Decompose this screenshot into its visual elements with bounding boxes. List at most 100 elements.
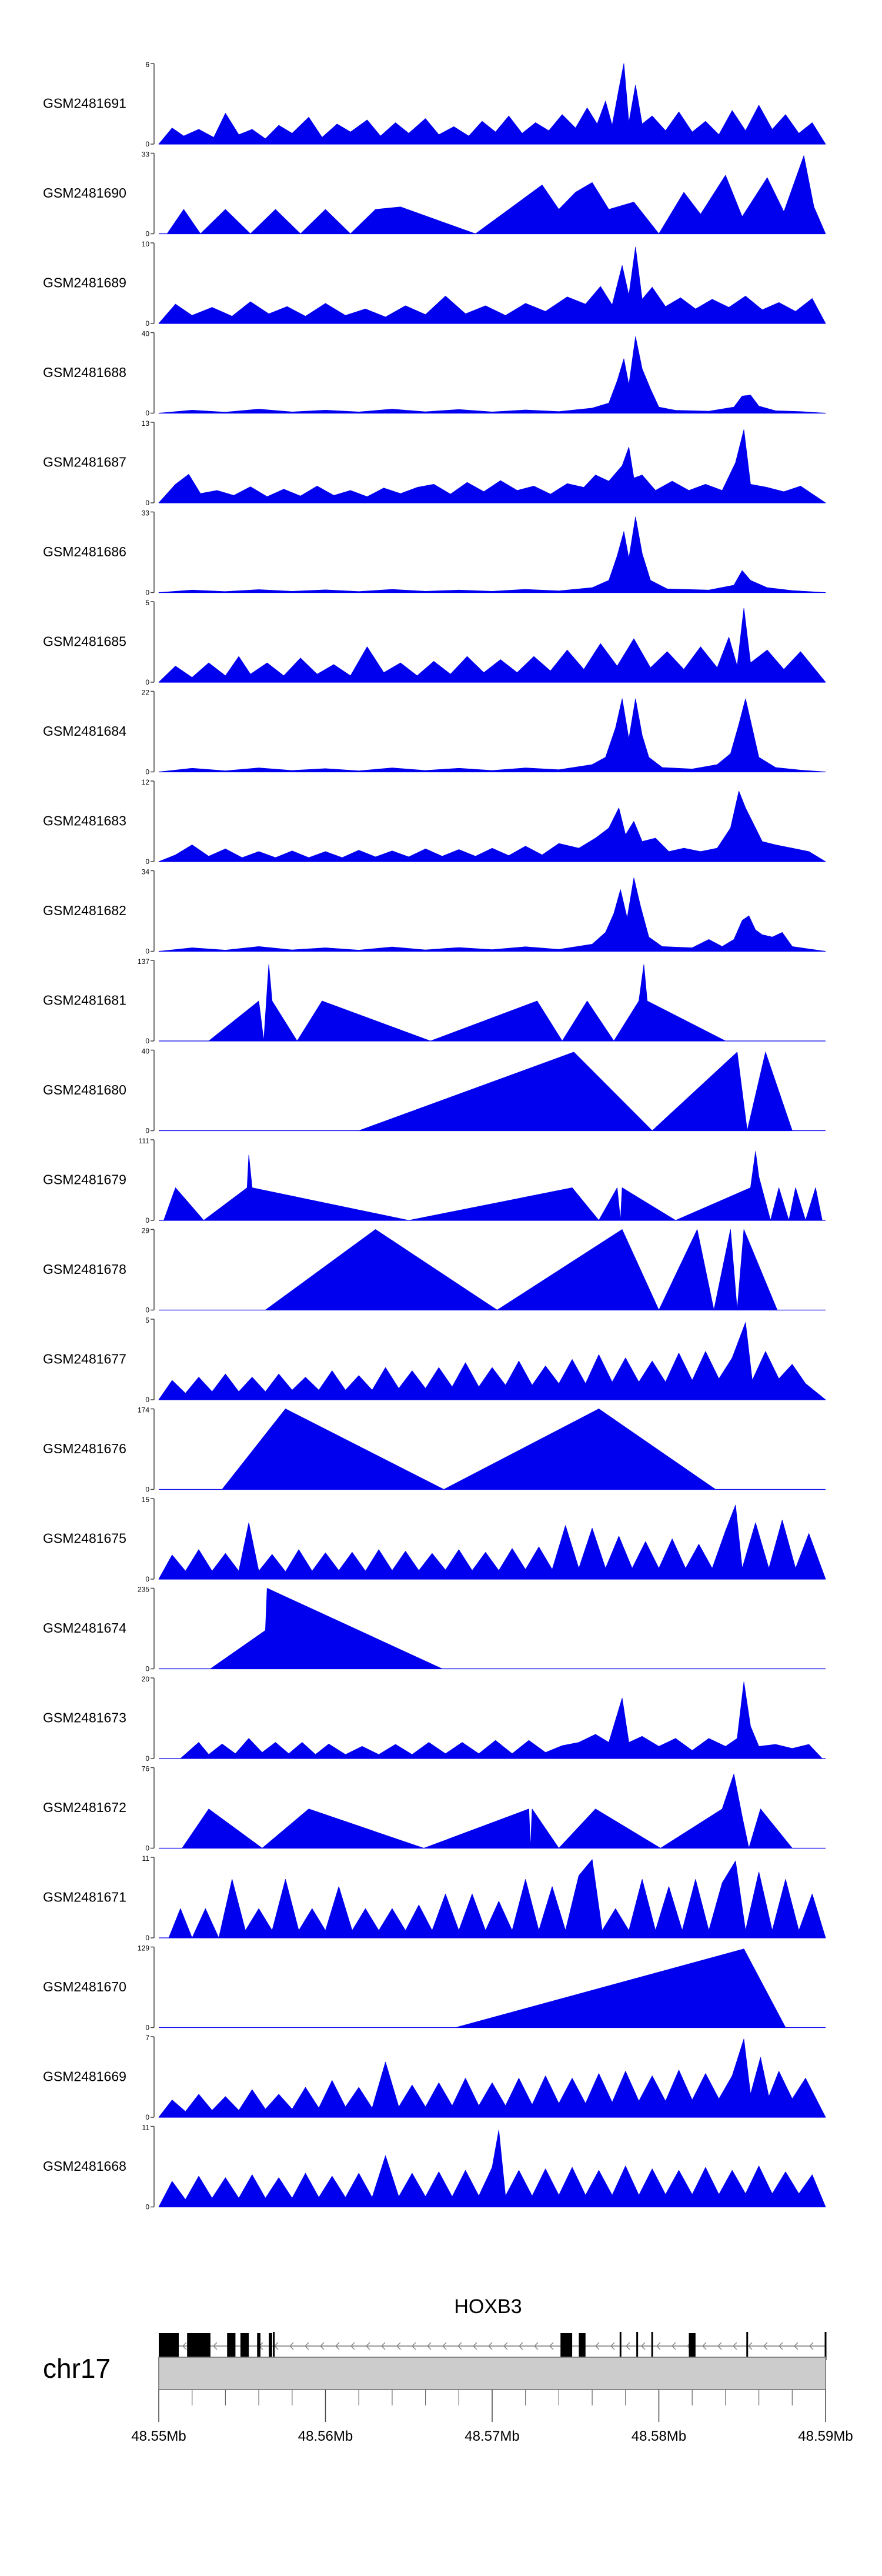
strand-arrow-icon xyxy=(625,2342,630,2350)
y-axis-min-label: 0 xyxy=(145,1037,149,1045)
track-GSM2481681: GSM2481681 137 0 xyxy=(43,957,826,1045)
y-axis-min-label: 0 xyxy=(145,1844,149,1853)
y-axis-max-label: 29 xyxy=(142,1227,150,1235)
gene-exon xyxy=(159,2333,179,2359)
chromosome-label: chr17 xyxy=(43,2353,111,2384)
coverage-area xyxy=(158,429,826,503)
track-GSM2481670: GSM2481670 129 0 xyxy=(43,1944,826,2032)
y-axis-min-label: 0 xyxy=(145,1216,149,1224)
track-label: GSM2481686 xyxy=(43,544,126,559)
strand-arrow-icon xyxy=(304,2342,309,2350)
track-GSM2481677: GSM2481677 5 0 xyxy=(43,1316,826,1404)
strand-arrow-icon xyxy=(549,2342,554,2350)
strand-arrow-icon xyxy=(732,2342,737,2350)
track-GSM2481678: GSM2481678 29 0 xyxy=(43,1227,826,1314)
gene-exon xyxy=(227,2333,236,2359)
track-label: GSM2481682 xyxy=(43,903,126,918)
gene-model-track: HOXB3 xyxy=(159,2295,827,2360)
genome-axis-track: chr17 48.55Mb 48.56Mb 48.57Mb 48.58Mb 48.59M… xyxy=(43,2353,853,2444)
gene-exon xyxy=(689,2333,696,2359)
y-axis-max-label: 40 xyxy=(142,1047,150,1056)
track-label: GSM2481684 xyxy=(43,723,126,739)
coverage-area xyxy=(208,964,726,1042)
track-GSM2481676: GSM2481676 174 0 xyxy=(43,1406,826,1494)
y-axis-max-label: 22 xyxy=(142,689,150,697)
strand-arrow-icon xyxy=(365,2342,370,2350)
coverage-tracks: GSM248169160GSM2481690330GSM2481689100GS… xyxy=(43,61,826,2211)
y-axis-min-label: 0 xyxy=(145,589,149,597)
strand-arrow-icon xyxy=(701,2342,707,2350)
track-GSM2481690: GSM2481690 33 0 xyxy=(43,151,826,238)
gene-label: HOXB3 xyxy=(454,2295,522,2318)
track-GSM2481682: GSM2481682 34 0 xyxy=(43,868,826,956)
y-axis-min-label: 0 xyxy=(145,678,149,686)
coverage-area xyxy=(180,1681,823,1759)
coverage-area xyxy=(163,1151,823,1221)
track-label: GSM2481668 xyxy=(43,2158,126,2174)
y-axis-min-label: 0 xyxy=(145,768,149,776)
track-GSM2481679: GSM2481679 111 0 xyxy=(43,1137,826,1224)
track-GSM2481674: GSM2481674 235 0 xyxy=(43,1586,826,1673)
y-axis-min-label: 0 xyxy=(145,1306,149,1314)
strand-arrow-icon xyxy=(778,2342,783,2350)
y-axis-min-label: 0 xyxy=(145,1665,149,1673)
gene-exon xyxy=(579,2333,586,2359)
strand-arrow-icon xyxy=(411,2342,416,2350)
strand-arrow-icon xyxy=(289,2342,294,2350)
strand-arrow-icon xyxy=(594,2342,600,2350)
coverage-area xyxy=(166,155,826,234)
coverage-area xyxy=(158,790,826,862)
strand-arrow-icon xyxy=(808,2342,814,2350)
track-GSM2481685: GSM2481685 5 0 xyxy=(43,599,826,686)
strand-arrow-icon xyxy=(442,2342,447,2350)
track-GSM2481672: GSM2481672 76 0 xyxy=(43,1765,826,1853)
y-axis-min-label: 0 xyxy=(145,1934,149,1942)
track-GSM2481673: GSM2481673 20 0 xyxy=(43,1675,826,1763)
track-label: GSM2481675 xyxy=(43,1531,126,1546)
y-axis-min-label: 0 xyxy=(145,1486,149,1494)
track-GSM2481687: GSM2481687 13 0 xyxy=(43,419,826,507)
track-label: GSM2481683 xyxy=(43,813,126,829)
strand-arrow-icon xyxy=(319,2342,325,2350)
track-label: GSM2481677 xyxy=(43,1352,126,1367)
coverage-area xyxy=(358,1052,793,1131)
track-label: GSM2481687 xyxy=(43,455,126,470)
strand-arrow-icon xyxy=(396,2342,401,2350)
strand-arrow-icon xyxy=(472,2342,477,2350)
y-axis-min-label: 0 xyxy=(145,140,149,148)
coverage-area xyxy=(158,63,826,145)
track-label: GSM2481678 xyxy=(43,1262,126,1277)
coverage-area xyxy=(158,698,826,772)
strand-arrow-icon xyxy=(640,2342,646,2350)
y-axis-max-label: 137 xyxy=(138,957,149,966)
coverage-area xyxy=(158,336,826,413)
gene-exon xyxy=(257,2333,260,2359)
y-axis-max-label: 12 xyxy=(142,778,150,786)
y-axis-max-label: 5 xyxy=(145,1316,149,1324)
coverage-area xyxy=(158,2038,826,2118)
y-axis-min-label: 0 xyxy=(145,1575,149,1583)
y-axis-min-label: 0 xyxy=(145,1127,149,1135)
coverage-area xyxy=(158,877,826,952)
strand-arrow-icon xyxy=(763,2342,768,2350)
y-axis-max-label: 76 xyxy=(142,1765,150,1773)
track-GSM2481691: GSM2481691 6 0 xyxy=(43,61,826,148)
strand-arrow-icon xyxy=(717,2342,722,2350)
y-axis-max-label: 40 xyxy=(142,330,150,338)
y-axis-max-label: 174 xyxy=(138,1406,149,1414)
coverage-area xyxy=(158,2130,826,2207)
y-axis-max-label: 235 xyxy=(138,1586,149,1594)
strand-arrow-icon xyxy=(793,2342,799,2350)
strand-arrow-icon xyxy=(503,2342,508,2350)
axis-tick-label: 48.59Mb xyxy=(798,2428,853,2444)
y-axis-min-label: 0 xyxy=(145,857,149,866)
track-GSM2481689: GSM2481689 10 0 xyxy=(43,240,826,328)
track-label: GSM2481689 xyxy=(43,275,126,291)
track-GSM2481683: GSM2481683 12 0 xyxy=(43,778,826,866)
coverage-area xyxy=(158,516,826,593)
strand-arrow-icon xyxy=(518,2342,523,2350)
coverage-area xyxy=(158,246,826,324)
coverage-area xyxy=(168,1859,826,1938)
track-label: GSM2481672 xyxy=(43,1800,126,1815)
